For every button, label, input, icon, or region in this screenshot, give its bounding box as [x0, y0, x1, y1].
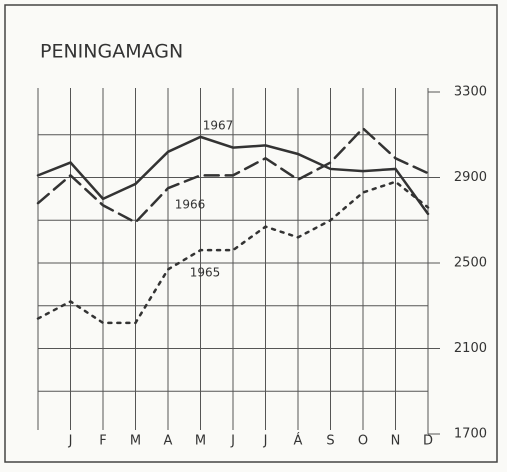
- y-tick-label: 1700: [454, 427, 487, 442]
- x-tick-label: F: [99, 434, 106, 449]
- x-tick-label: A: [164, 434, 173, 449]
- x-tick-label: N: [391, 434, 401, 449]
- y-tick-label: 2500: [454, 256, 487, 271]
- x-tick-label: D: [423, 434, 433, 449]
- x-tick-label: M: [195, 434, 206, 449]
- series-line: [36, 135, 430, 216]
- y-tick-label: 2900: [454, 170, 487, 185]
- series-label: 1965: [190, 266, 221, 280]
- y-tick-label: 2100: [454, 341, 487, 356]
- x-tick-label: O: [358, 434, 368, 449]
- x-tick-label: J: [263, 434, 268, 449]
- x-tick-label: J: [68, 434, 73, 449]
- x-tick-label: J: [230, 434, 235, 449]
- series-line: [36, 180, 430, 325]
- frame: [4, 4, 498, 463]
- series-label: 1967: [203, 119, 234, 133]
- series-label: 1966: [175, 198, 206, 212]
- chart-title: PENINGAMAGN: [40, 41, 183, 63]
- y-tick-label: 3300: [454, 85, 487, 100]
- series-line: [36, 126, 430, 224]
- x-tick-label: S: [326, 434, 334, 449]
- x-tick-label: Á: [294, 433, 303, 449]
- x-tick-label: M: [130, 434, 141, 449]
